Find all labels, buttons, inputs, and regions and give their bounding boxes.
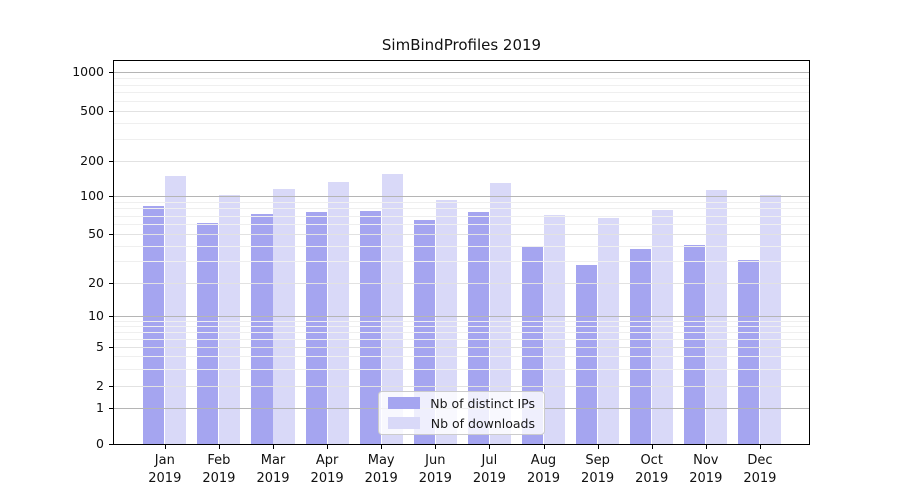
legend: Nb of distinct IPs Nb of downloads [378, 391, 545, 435]
bar-downloads-jul [489, 183, 511, 444]
y-tick-mark [109, 283, 113, 284]
legend-item: Nb of distinct IPs [388, 396, 535, 411]
bar-downloads-mar [273, 189, 295, 444]
y-tick-mark [109, 111, 113, 112]
bar-downloads-feb [219, 194, 241, 444]
x-tick-label: Feb 2019 [202, 453, 236, 487]
x-tick-label: Jul 2019 [472, 453, 506, 487]
bar-ips-nov [684, 244, 706, 444]
legend-swatch [388, 397, 420, 409]
y-tick-label: 50 [88, 226, 104, 241]
y-tick-label: 2 [96, 378, 104, 393]
legend-label: Nb of downloads [430, 415, 535, 431]
legend-swatch [388, 417, 420, 429]
y-tick-label: 200 [80, 153, 104, 168]
x-tick-mark [705, 445, 707, 449]
y-tick-label: 0 [96, 436, 104, 451]
x-tick-label: Oct 2019 [635, 453, 669, 487]
x-tick-label: Apr 2019 [310, 453, 344, 487]
axis-ticks-layer [109, 61, 809, 449]
legend-item: Nb of downloads [388, 416, 535, 431]
x-tick-mark [381, 445, 383, 449]
bar-ips-sep [576, 265, 598, 444]
x-tick-mark [489, 445, 491, 449]
legend-label: Nb of distinct IPs [430, 395, 535, 411]
bar-ips-mar [251, 214, 273, 444]
y-tick-label: 20 [88, 275, 104, 290]
bar-ips-dec [738, 259, 760, 444]
x-tick-mark [651, 445, 653, 449]
y-tick-label: 1000 [72, 64, 104, 79]
x-tick-label: Jan 2019 [148, 453, 182, 487]
x-tick-label: Sep 2019 [581, 453, 615, 487]
x-tick-mark [597, 445, 599, 449]
bar-ips-feb [197, 223, 219, 444]
bar-downloads-apr [327, 181, 349, 444]
bar-downloads-dec [760, 195, 782, 444]
y-tick-mark [109, 234, 113, 235]
chart-title: SimBindProfiles 2019 [381, 36, 542, 54]
y-tick-mark [109, 196, 113, 197]
x-tick-mark [759, 445, 761, 449]
bar-downloads-aug [543, 214, 566, 444]
bar-downloads-oct [652, 209, 674, 444]
x-tick-label: Nov 2019 [689, 453, 723, 487]
y-tick-label: 1 [96, 400, 104, 415]
bar-ips-jan [143, 205, 165, 444]
x-tick-mark [273, 445, 274, 449]
y-tick-label: 500 [80, 103, 104, 118]
y-tick-label: 100 [80, 188, 104, 203]
plot-area: Nb of distinct IPs Nb of downloads [109, 60, 810, 449]
bar-downloads-sep [598, 217, 620, 444]
x-tick-mark [435, 445, 437, 449]
bar-ips-jul [467, 211, 489, 444]
y-tick-label: 5 [96, 339, 104, 354]
y-tick-label: 10 [88, 308, 104, 323]
y-tick-mark [109, 386, 113, 387]
x-tick-label: Mar 2019 [256, 453, 290, 487]
bar-downloads-may [381, 173, 403, 444]
bar-ips-apr [305, 211, 327, 444]
y-tick-mark [109, 316, 113, 317]
bar-downloads-jun [435, 199, 457, 444]
x-tick-label: Jun 2019 [418, 453, 452, 487]
x-tick-label: Aug 2019 [526, 453, 561, 487]
bar-downloads-jan [165, 175, 187, 444]
bar-ips-may [359, 211, 381, 444]
y-tick-mark [109, 72, 113, 73]
bar-ips-oct [630, 248, 652, 444]
bars-layer [114, 61, 809, 444]
x-tick-mark [218, 445, 220, 449]
x-tick-label: Dec 2019 [743, 453, 777, 487]
y-tick-mark [109, 408, 113, 409]
y-tick-mark [109, 444, 113, 445]
bar-downloads-nov [706, 189, 728, 444]
x-tick-mark [164, 445, 166, 449]
y-tick-mark [109, 347, 113, 348]
x-tick-label: May 2019 [364, 453, 398, 487]
x-tick-mark [543, 445, 545, 449]
y-tick-mark [109, 161, 113, 162]
x-tick-mark [327, 445, 329, 449]
